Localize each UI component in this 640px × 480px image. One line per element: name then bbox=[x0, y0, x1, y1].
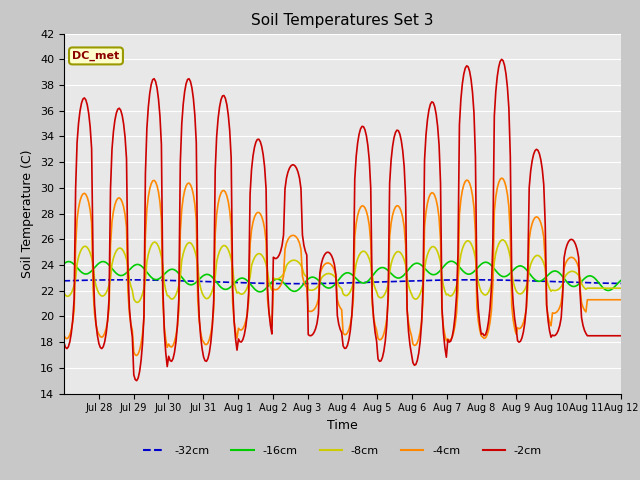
-16cm bbox=[60, 261, 68, 266]
-4cm bbox=[617, 297, 625, 302]
-4cm bbox=[79, 191, 87, 197]
-16cm bbox=[617, 277, 625, 283]
-2cm bbox=[79, 96, 87, 102]
-2cm bbox=[60, 340, 68, 346]
-2cm bbox=[543, 302, 550, 308]
-2cm bbox=[498, 57, 506, 62]
-4cm bbox=[616, 297, 623, 302]
-2cm bbox=[97, 345, 104, 350]
-4cm bbox=[458, 188, 466, 193]
Y-axis label: Soil Temperature (C): Soil Temperature (C) bbox=[22, 149, 35, 278]
X-axis label: Time: Time bbox=[327, 419, 358, 432]
-8cm bbox=[616, 285, 623, 291]
Line: -2cm: -2cm bbox=[64, 60, 621, 381]
-8cm bbox=[543, 276, 550, 282]
-32cm bbox=[458, 277, 466, 283]
-8cm bbox=[97, 292, 104, 298]
-32cm bbox=[60, 278, 68, 284]
Line: -16cm: -16cm bbox=[64, 261, 621, 292]
Line: -8cm: -8cm bbox=[64, 240, 621, 302]
-4cm bbox=[60, 333, 68, 338]
-8cm bbox=[499, 237, 507, 243]
-32cm bbox=[348, 280, 356, 286]
-32cm bbox=[543, 278, 550, 284]
-2cm bbox=[348, 312, 356, 318]
-32cm bbox=[616, 281, 623, 287]
-32cm bbox=[467, 277, 475, 283]
-16cm bbox=[543, 274, 550, 279]
-32cm bbox=[292, 281, 300, 287]
-2cm bbox=[616, 333, 623, 338]
-16cm bbox=[616, 279, 623, 285]
-16cm bbox=[460, 269, 468, 275]
-16cm bbox=[79, 270, 87, 276]
-2cm bbox=[133, 378, 141, 384]
Legend: -32cm, -16cm, -8cm, -4cm, -2cm: -32cm, -16cm, -8cm, -4cm, -2cm bbox=[138, 441, 547, 460]
-2cm bbox=[617, 333, 625, 338]
-16cm bbox=[97, 259, 104, 265]
-4cm bbox=[543, 304, 550, 310]
Text: DC_met: DC_met bbox=[72, 51, 120, 61]
-4cm bbox=[133, 353, 141, 359]
-32cm bbox=[97, 277, 104, 283]
Title: Soil Temperatures Set 3: Soil Temperatures Set 3 bbox=[251, 13, 434, 28]
-2cm bbox=[458, 81, 466, 87]
-4cm bbox=[97, 334, 104, 339]
-4cm bbox=[348, 312, 356, 318]
Line: -32cm: -32cm bbox=[64, 280, 621, 284]
-8cm bbox=[133, 300, 141, 305]
-4cm bbox=[498, 175, 506, 181]
-32cm bbox=[617, 281, 625, 287]
-8cm bbox=[458, 246, 466, 252]
Line: -4cm: -4cm bbox=[64, 178, 621, 356]
-8cm bbox=[60, 290, 68, 296]
-8cm bbox=[79, 244, 87, 250]
-16cm bbox=[348, 272, 356, 277]
-16cm bbox=[447, 258, 454, 264]
-8cm bbox=[617, 285, 625, 291]
-16cm bbox=[257, 289, 264, 295]
-8cm bbox=[348, 285, 356, 291]
-32cm bbox=[79, 277, 87, 283]
